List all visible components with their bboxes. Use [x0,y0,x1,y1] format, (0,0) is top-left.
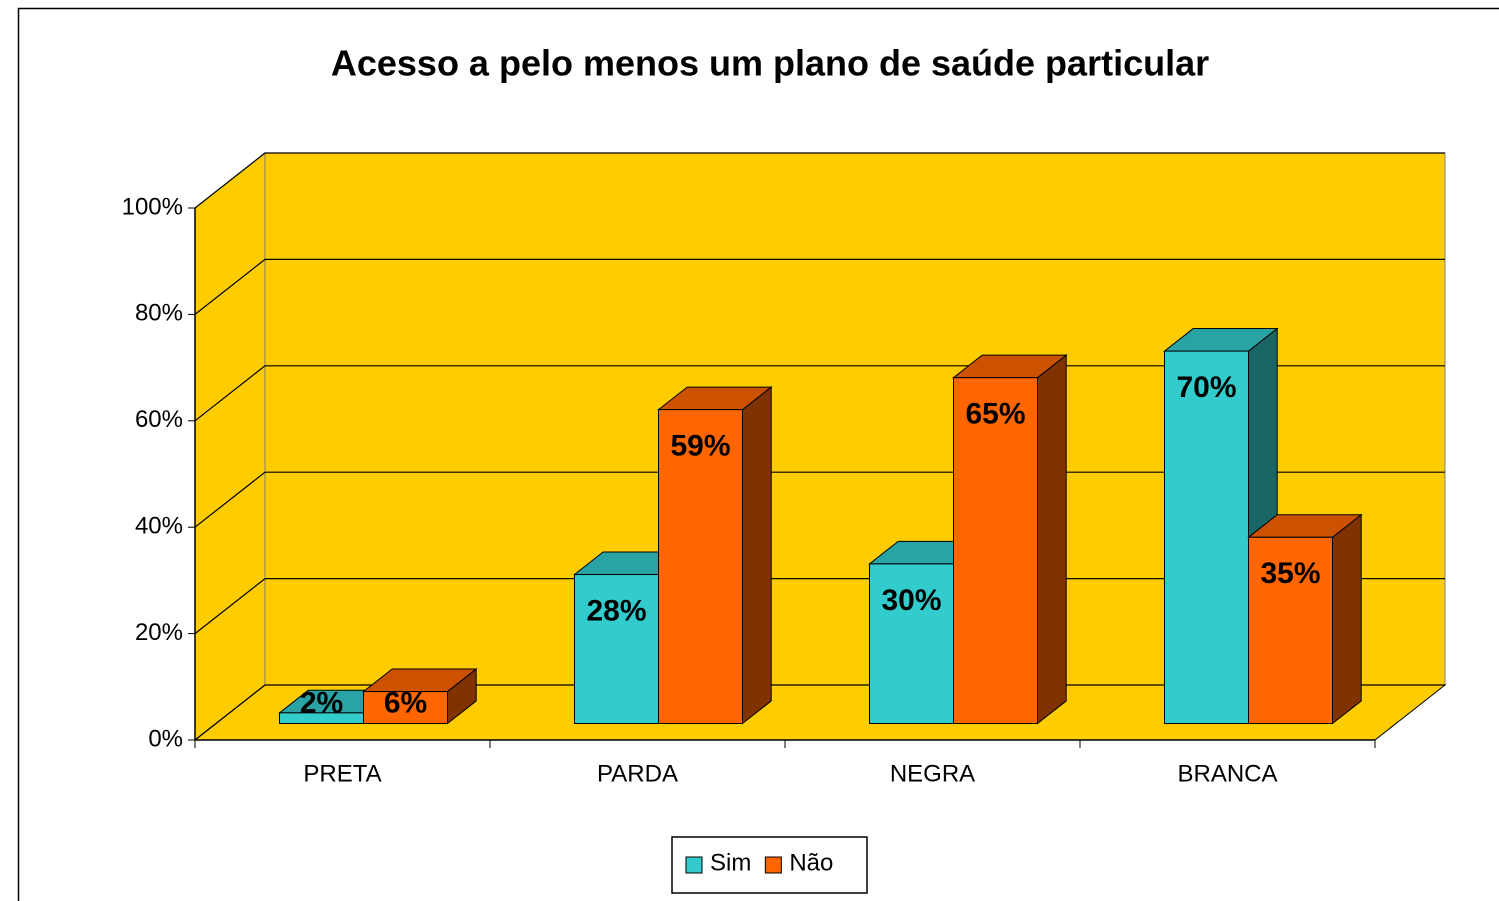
value-label: 6% [384,686,427,719]
legend-swatch [685,856,703,874]
value-label: 2% [300,686,343,719]
legend-swatch [764,856,782,874]
bar-front [869,563,954,725]
chart-title: Acesso a pelo menos um plano de saúde pa… [331,43,1209,84]
x-tick-label: NEGRA [890,760,975,787]
bar [657,386,773,725]
bar [952,354,1068,725]
legend: Sim Não [671,836,868,894]
grid-line [194,152,1445,209]
side-wall [194,151,266,742]
bar-front [953,377,1038,724]
bar-front [363,691,448,725]
legend-label: Não [789,849,833,876]
y-tick-label: 80% [135,300,183,327]
value-label: 30% [881,584,941,617]
y-tick-label: 40% [135,513,183,540]
x-tick-label: BRANCA [1177,760,1277,787]
y-tick-label: 60% [135,406,183,433]
bar-front [1164,350,1249,724]
bar-side [1332,513,1362,725]
bar-front [574,574,659,724]
bar [362,668,478,725]
value-label: 70% [1176,371,1236,404]
y-tick-label: 100% [122,193,183,220]
value-label: 65% [965,398,1025,431]
bar [1247,513,1363,725]
legend-label: Sim [710,849,751,876]
grid-line [194,258,1445,315]
y-tick-label: 0% [148,725,183,752]
chart-border [17,7,1499,901]
bar-front [658,409,743,724]
value-label: 59% [670,430,730,463]
bar-side [742,386,772,725]
value-label: 28% [586,594,646,627]
bar-side [1037,354,1067,725]
x-tick-label: PARDA [597,760,678,787]
x-tick-label: PRETA [303,760,381,787]
y-tick-label: 20% [135,619,183,646]
bar-front [1248,536,1333,724]
value-label: 35% [1260,557,1320,590]
